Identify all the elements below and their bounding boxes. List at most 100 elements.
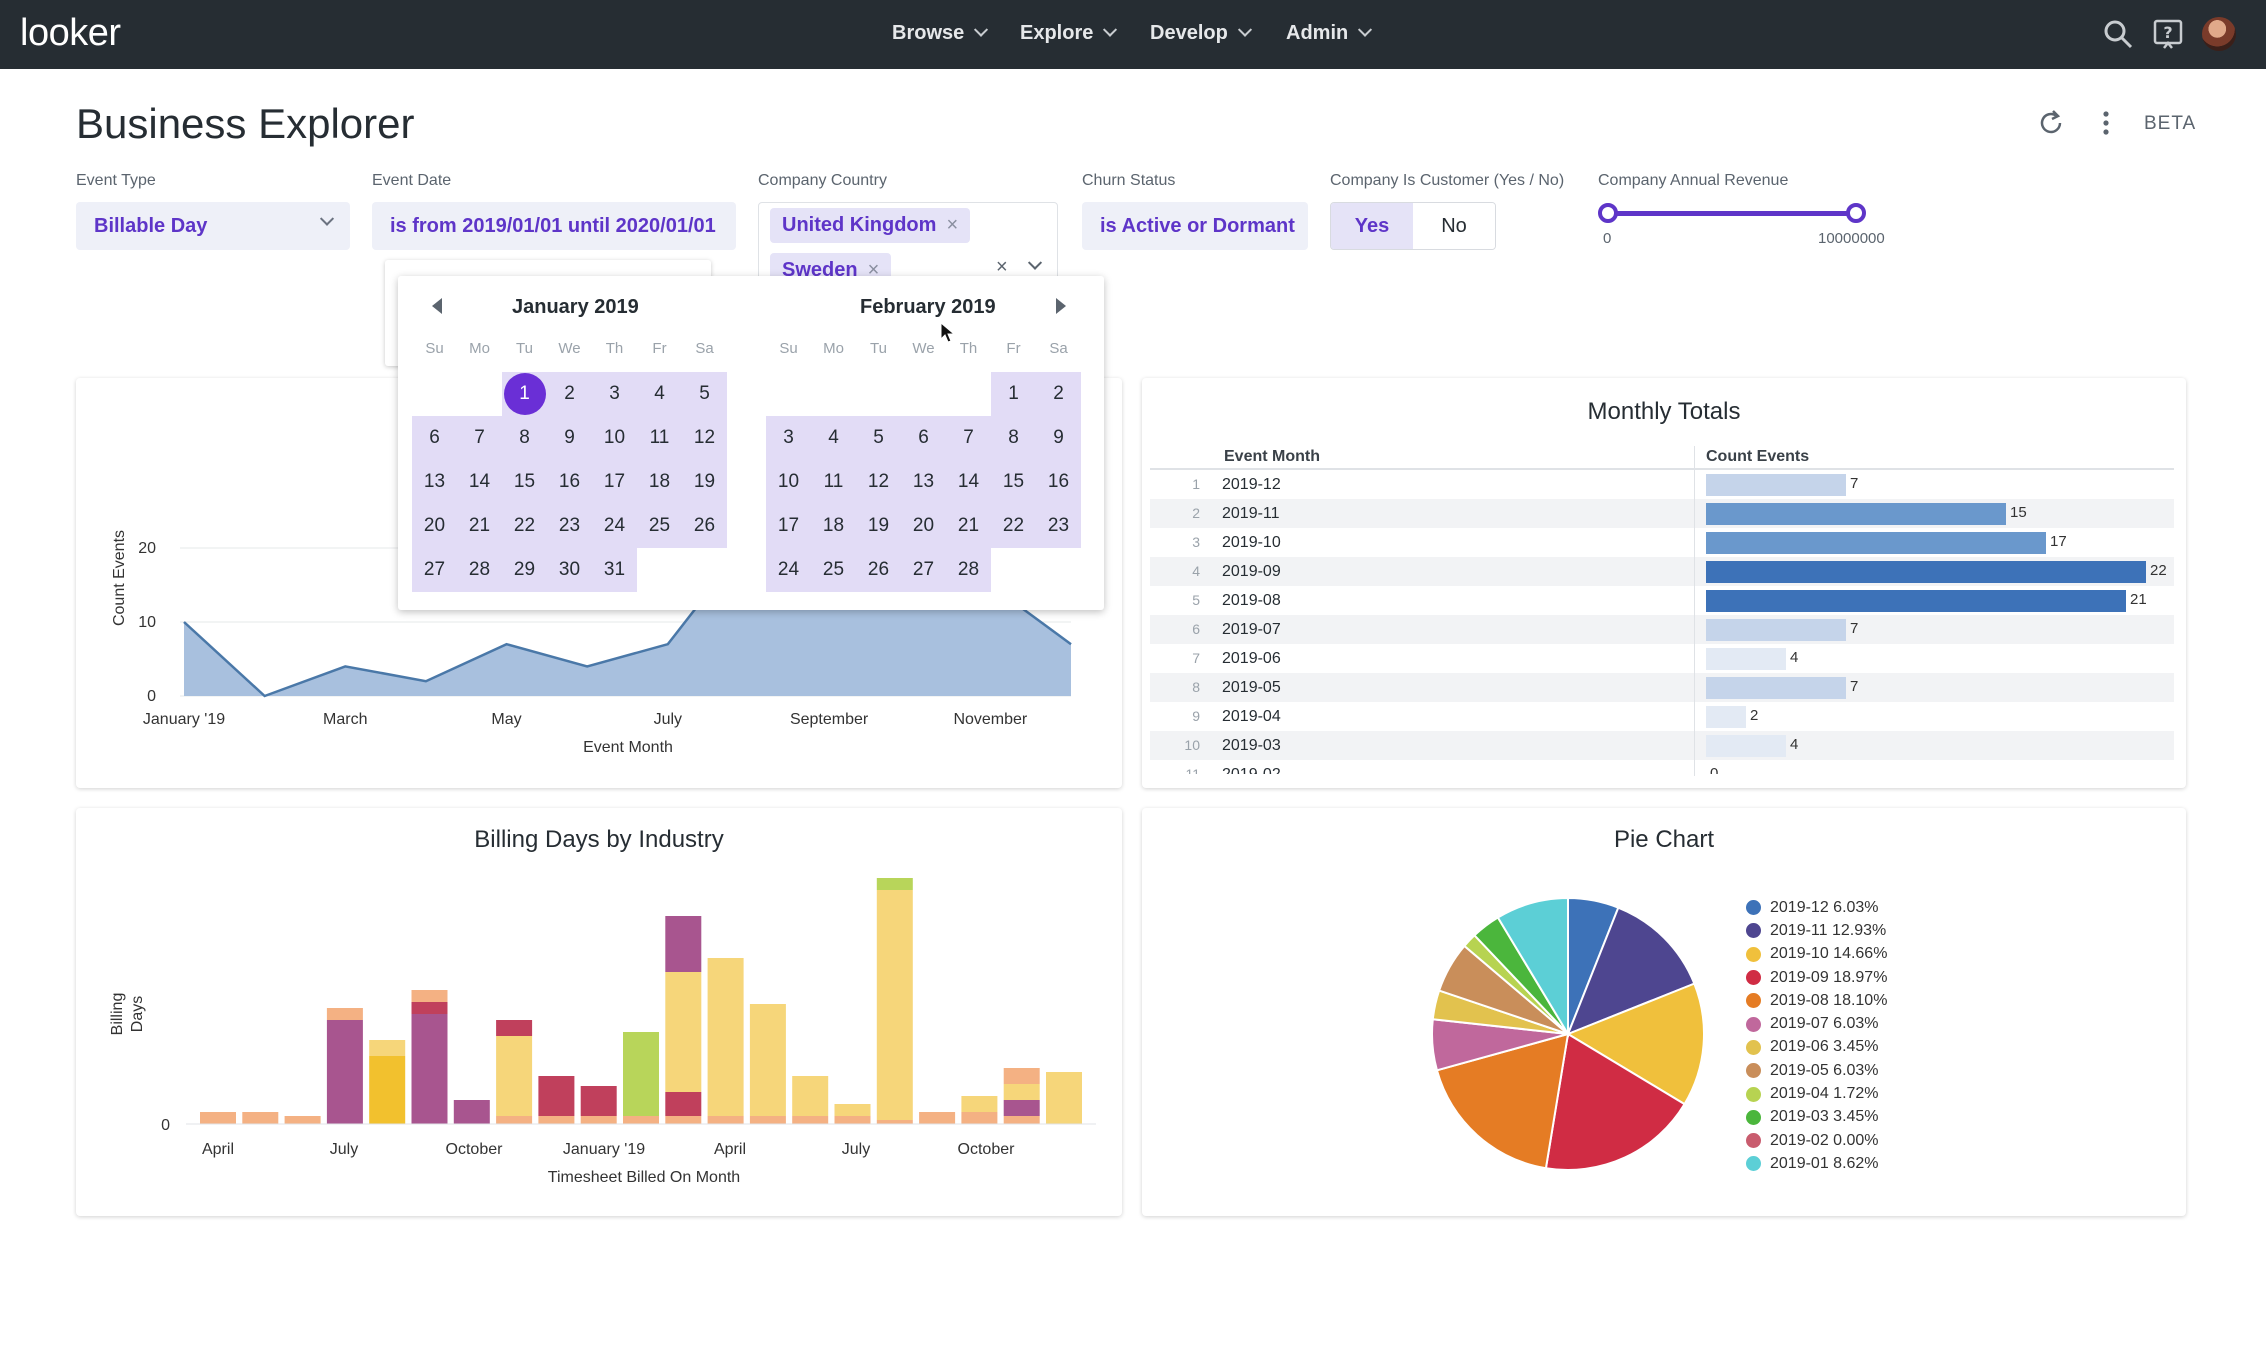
jan-day-31[interactable]: 31 [592, 548, 637, 592]
feb-day-24[interactable]: 24 [766, 548, 811, 592]
jan-day-23[interactable]: 23 [547, 504, 592, 548]
feb-day-11[interactable]: 11 [811, 460, 856, 504]
revenue-slider-track[interactable] [1607, 211, 1857, 216]
jan-day-28[interactable]: 28 [457, 548, 502, 592]
feb-day-22[interactable]: 22 [991, 504, 1036, 548]
help-icon[interactable]: ? [2152, 18, 2184, 50]
prev-month-arrow-icon[interactable] [432, 298, 442, 314]
nav-explore[interactable]: Explore [1020, 22, 1118, 45]
legend-item[interactable]: 2019-12 6.03% [1746, 896, 1887, 919]
feb-day-19[interactable]: 19 [856, 504, 901, 548]
legend-item[interactable]: 2019-02 0.00% [1746, 1129, 1887, 1152]
jan-day-17[interactable]: 17 [592, 460, 637, 504]
pie-slice[interactable] [1565, 982, 1705, 1106]
jan-day-18[interactable]: 18 [637, 460, 682, 504]
nav-develop[interactable]: Develop [1150, 22, 1252, 45]
legend-item[interactable]: 2019-10 14.66% [1746, 943, 1887, 966]
legend-item[interactable]: 2019-03 3.45% [1746, 1106, 1887, 1129]
event-type-select[interactable]: Billable Day [76, 202, 350, 250]
feb-day-21[interactable]: 21 [946, 504, 991, 548]
feb-day-12[interactable]: 12 [856, 460, 901, 504]
feb-day-7[interactable]: 7 [946, 416, 991, 460]
jan-day-25[interactable]: 25 [637, 504, 682, 548]
jan-day-13[interactable]: 13 [412, 460, 457, 504]
refresh-icon[interactable] [2036, 108, 2066, 138]
legend-item[interactable]: 2019-11 12.93% [1746, 919, 1887, 942]
jan-day-20[interactable]: 20 [412, 504, 457, 548]
feb-day-17[interactable]: 17 [766, 504, 811, 548]
feb-day-6[interactable]: 6 [901, 416, 946, 460]
col-count-events[interactable]: Count Events [1706, 448, 1810, 465]
jan-day-14[interactable]: 14 [457, 460, 502, 504]
nav-admin[interactable]: Admin [1286, 22, 1373, 45]
jan-day-27[interactable]: 27 [412, 548, 457, 592]
jan-day-22[interactable]: 22 [502, 504, 547, 548]
feb-day-15[interactable]: 15 [991, 460, 1036, 504]
pie-slice[interactable] [1544, 1032, 1686, 1171]
feb-day-23[interactable]: 23 [1036, 504, 1081, 548]
table-row[interactable]: 7 2019-06 4 [1150, 644, 2174, 673]
feb-day-3[interactable]: 3 [766, 416, 811, 460]
jan-day-16[interactable]: 16 [547, 460, 592, 504]
legend-item[interactable]: 2019-08 18.10% [1746, 989, 1887, 1012]
feb-day-25[interactable]: 25 [811, 548, 856, 592]
more-vertical-icon[interactable] [2100, 108, 2112, 138]
legend-item[interactable]: 2019-04 1.72% [1746, 1082, 1887, 1105]
jan-day-11[interactable]: 11 [637, 416, 682, 460]
jan-day-15[interactable]: 15 [502, 460, 547, 504]
close-icon[interactable]: × [946, 214, 959, 236]
jan-day-6[interactable]: 6 [412, 416, 457, 460]
table-row[interactable]: 10 2019-03 4 [1150, 731, 2174, 760]
pie-slice[interactable] [1496, 896, 1569, 1038]
feb-day-10[interactable]: 10 [766, 460, 811, 504]
jan-day-9[interactable]: 9 [547, 416, 592, 460]
table-row[interactable]: 3 2019-10 17 [1150, 528, 2174, 557]
event-date-input[interactable]: is from 2019/01/01 until 2020/01/01 [372, 202, 736, 250]
looker-logo[interactable]: looker [20, 12, 121, 54]
feb-day-9[interactable]: 9 [1036, 416, 1081, 460]
table-row[interactable]: 11 2019-02 0 [1150, 760, 2174, 774]
feb-day-20[interactable]: 20 [901, 504, 946, 548]
feb-day-1[interactable]: 1 [991, 372, 1036, 416]
jan-day-7[interactable]: 7 [457, 416, 502, 460]
jan-day-4[interactable]: 4 [637, 372, 682, 416]
legend-item[interactable]: 2019-07 6.03% [1746, 1012, 1887, 1035]
feb-day-28[interactable]: 28 [946, 548, 991, 592]
jan-day-3[interactable]: 3 [592, 372, 637, 416]
jan-day-26[interactable]: 26 [682, 504, 727, 548]
feb-day-26[interactable]: 26 [856, 548, 901, 592]
feb-day-18[interactable]: 18 [811, 504, 856, 548]
legend-item[interactable]: 2019-09 18.97% [1746, 966, 1887, 989]
jan-day-29[interactable]: 29 [502, 548, 547, 592]
feb-day-16[interactable]: 16 [1036, 460, 1081, 504]
table-row[interactable]: 4 2019-09 22 [1150, 557, 2174, 586]
revenue-slider-min-handle[interactable] [1598, 203, 1618, 223]
legend-item[interactable]: 2019-06 3.45% [1746, 1036, 1887, 1059]
feb-day-4[interactable]: 4 [811, 416, 856, 460]
col-event-month[interactable]: Event Month [1224, 448, 1320, 465]
pie-slice[interactable] [1435, 1032, 1570, 1170]
jan-day-24[interactable]: 24 [592, 504, 637, 548]
feb-day-8[interactable]: 8 [991, 416, 1036, 460]
avatar[interactable] [2202, 17, 2236, 51]
jan-day-10[interactable]: 10 [592, 416, 637, 460]
close-icon[interactable]: × [867, 259, 880, 281]
jan-day-5[interactable]: 5 [682, 372, 727, 416]
country-chip-uk[interactable]: United Kingdom × [770, 208, 971, 243]
jan-day-30[interactable]: 30 [547, 548, 592, 592]
legend-item[interactable]: 2019-05 6.03% [1746, 1059, 1887, 1082]
feb-day-13[interactable]: 13 [901, 460, 946, 504]
nav-browse[interactable]: Browse [892, 22, 989, 45]
legend-item[interactable]: 2019-01 8.62% [1746, 1152, 1887, 1175]
jan-day-21[interactable]: 21 [457, 504, 502, 548]
clear-all-icon[interactable]: × [996, 256, 1008, 278]
table-row[interactable]: 8 2019-05 7 [1150, 673, 2174, 702]
jan-day-2[interactable]: 2 [547, 372, 592, 416]
table-row[interactable]: 6 2019-07 7 [1150, 615, 2174, 644]
table-row[interactable]: 2 2019-11 15 [1150, 499, 2174, 528]
toggle-no[interactable]: No [1413, 203, 1495, 249]
jan-day-12[interactable]: 12 [682, 416, 727, 460]
table-row[interactable]: 5 2019-08 21 [1150, 586, 2174, 615]
jan-day-1[interactable]: 1 [502, 372, 547, 416]
table-row[interactable]: 1 2019-12 7 [1150, 470, 2174, 499]
